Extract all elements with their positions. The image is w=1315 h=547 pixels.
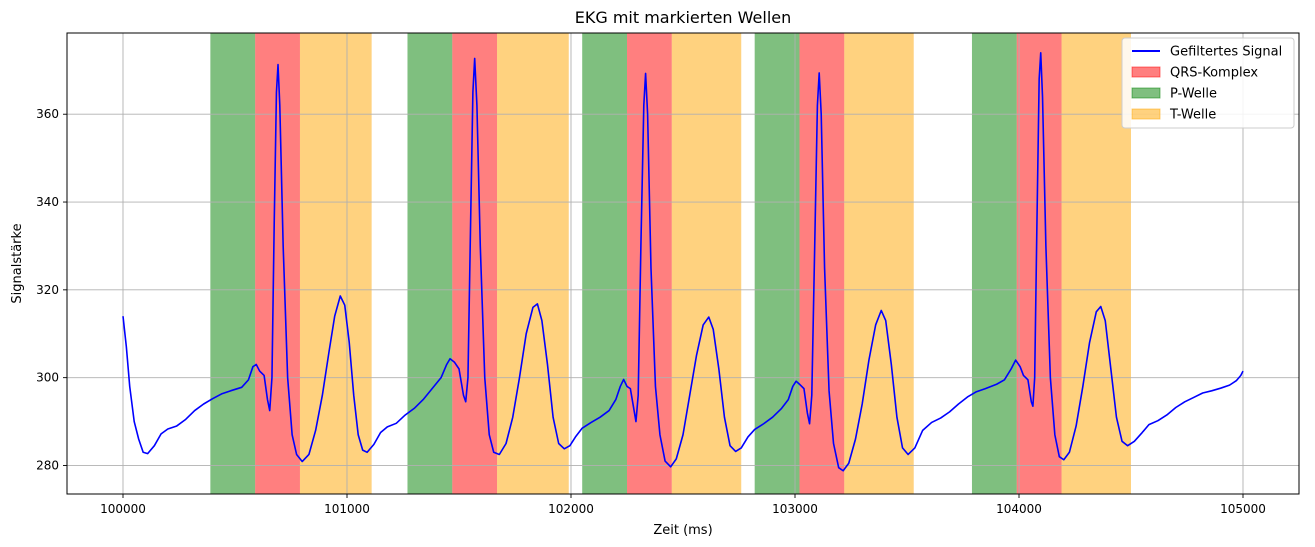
t-welle-region (299, 33, 372, 494)
legend-swatch (1131, 108, 1161, 120)
t-welle-region (497, 33, 569, 494)
axes: 100000 101000 102000 103000 104000 105000 280 3… (36, 32, 1300, 516)
x-tick-label: 100000 (100, 502, 146, 516)
series-layer (122, 51, 1244, 472)
legend-swatch (1131, 66, 1161, 78)
t-welle-region (671, 33, 742, 494)
p-welle-region (582, 33, 627, 494)
chart-title: EKG mit markierten Wellen (575, 8, 792, 27)
p-welle-region (210, 33, 256, 494)
x-tick-label: 101000 (324, 502, 370, 516)
wave-regions (210, 33, 1131, 494)
y-tick-label: 360 (36, 107, 59, 121)
p-welle-region (407, 33, 453, 494)
x-tick-label: 105000 (1220, 502, 1266, 516)
legend-box (1121, 37, 1295, 129)
legend: Gefiltertes Signal QRS-Komplex P-Welle T-We… (1121, 37, 1295, 129)
y-tick-label: 320 (36, 283, 59, 297)
qrs-komplex-region (255, 33, 300, 494)
y-tick-label: 300 (36, 371, 59, 385)
series-line-gefiltertes-signal (122, 51, 1244, 472)
legend-item-gefiltertes-signal: Gefiltertes Signal (1132, 45, 1282, 60)
x-tick-label: 104000 (996, 502, 1042, 516)
t-welle-region (1061, 33, 1131, 494)
x-tick-label: 103000 (772, 502, 818, 516)
legend-label: T-Welle (1169, 108, 1216, 123)
legend-item-qrs-komplex: QRS-Komplex (1131, 66, 1258, 81)
x-tick-label: 102000 (548, 502, 594, 516)
qrs-komplex-region (452, 33, 498, 494)
y-tick-label: 340 (36, 195, 59, 209)
y-tick-label: 280 (36, 458, 59, 472)
plot-frame (66, 32, 1300, 495)
legend-item-t-welle: T-Welle (1131, 108, 1216, 123)
y-axis-label: Signalstärke (10, 223, 25, 303)
legend-item-p-welle: P-Welle (1131, 87, 1217, 102)
legend-label: P-Welle (1170, 87, 1217, 102)
t-welle-region (844, 33, 914, 494)
qrs-komplex-region (627, 33, 672, 494)
p-welle-region (754, 33, 800, 494)
legend-label: QRS-Komplex (1170, 66, 1258, 81)
legend-label: Gefiltertes Signal (1170, 45, 1282, 60)
x-axis-label: Zeit (ms) (653, 523, 712, 538)
p-welle-region (971, 33, 1017, 494)
legend-swatch (1131, 87, 1161, 99)
qrs-komplex-region (799, 33, 845, 494)
